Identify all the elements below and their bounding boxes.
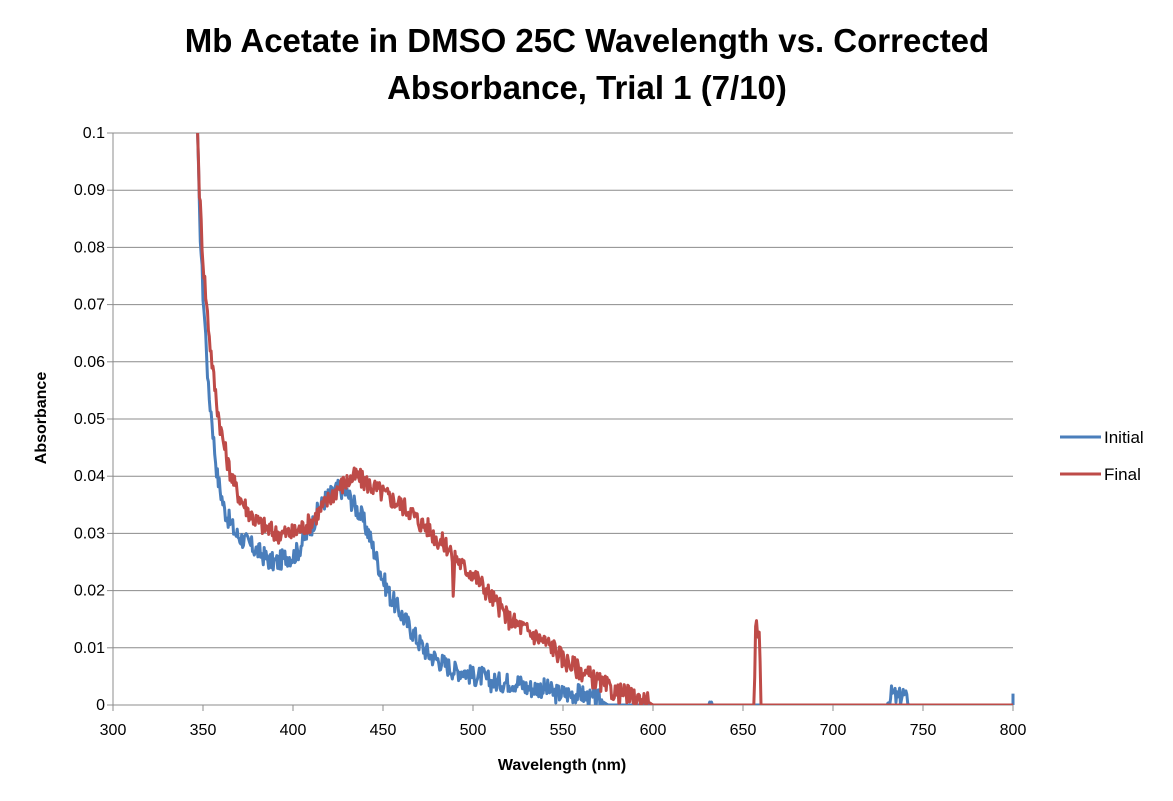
y-tick-label: 0.1 xyxy=(83,125,105,142)
y-tick-label: 0.04 xyxy=(74,468,105,485)
x-tick-label: 550 xyxy=(550,722,577,739)
y-tick-label: 0.03 xyxy=(74,525,105,542)
series-line-final xyxy=(196,132,1014,705)
y-axis-label: Absorbance xyxy=(33,372,50,465)
y-tick-label: 0.05 xyxy=(74,411,105,428)
y-tick-label: 0.02 xyxy=(74,583,105,600)
x-tick-label: 700 xyxy=(820,722,847,739)
series-lines xyxy=(196,132,1015,705)
y-tick-label: 0 xyxy=(96,697,105,714)
x-tick-label: 650 xyxy=(730,722,757,739)
legend-label-final: Final xyxy=(1104,465,1141,484)
x-tick-label: 600 xyxy=(640,722,667,739)
chart-title-line-2: Absorbance, Trial 1 (7/10) xyxy=(387,69,787,106)
x-axis-label: Wavelength (nm) xyxy=(498,757,626,774)
y-tick-label: 0.07 xyxy=(74,297,105,314)
axes xyxy=(107,132,1014,711)
x-tick-label: 400 xyxy=(280,722,307,739)
x-tick-label: 500 xyxy=(460,722,487,739)
gridlines xyxy=(113,132,1013,649)
x-tick-label: 800 xyxy=(1000,722,1027,739)
x-tick-label: 300 xyxy=(100,722,127,739)
y-tick-label: 0.08 xyxy=(74,239,105,256)
y-tick-label: 0.09 xyxy=(74,182,105,199)
legend: Initial Final xyxy=(1060,428,1144,484)
y-tick-label: 0.06 xyxy=(74,354,105,371)
y-tick-label: 0.01 xyxy=(74,640,105,657)
x-tick-labels: 300 350 400 450 500 550 600 650 700 750 800 xyxy=(100,722,1027,739)
y-tick-labels: 0 0.01 0.02 0.03 0.04 0.05 0.06 0.07 0.08 0.09 0.1 xyxy=(74,125,105,714)
legend-label-initial: Initial xyxy=(1104,428,1144,447)
x-tick-label: 450 xyxy=(370,722,397,739)
chart-title-line-1: Mb Acetate in DMSO 25C Wavelength vs. Co… xyxy=(185,22,989,59)
x-tick-label: 750 xyxy=(910,722,937,739)
x-tick-label: 350 xyxy=(190,722,217,739)
